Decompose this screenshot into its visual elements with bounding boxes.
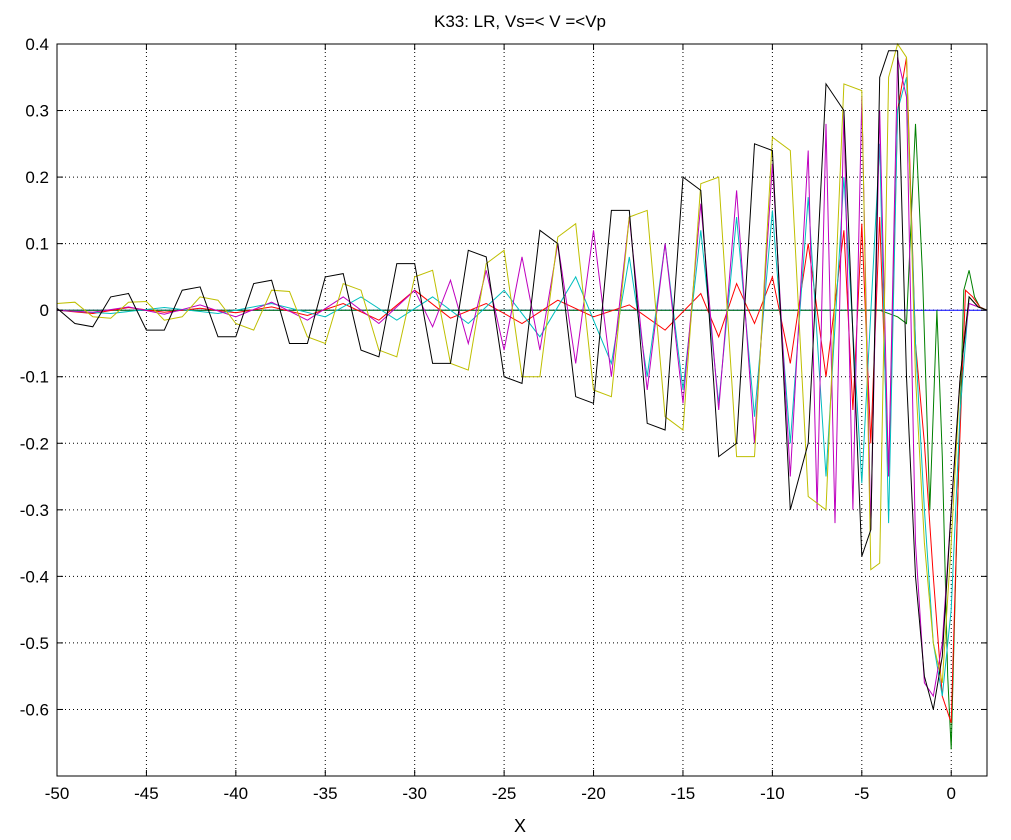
x-tick-label: -10 (760, 784, 785, 803)
y-tick-label: 0.1 (25, 235, 49, 254)
y-tick-label: -0.4 (20, 567, 49, 586)
y-tick-label: 0.3 (25, 102, 49, 121)
x-tick-label: -5 (854, 784, 869, 803)
series-line-7 (56, 50, 988, 710)
y-tick-label: -0.5 (20, 634, 49, 653)
y-tick-label: 0.4 (25, 35, 49, 54)
series-line-6 (56, 42, 988, 683)
tick-marks (56, 43, 987, 776)
chart-title: K33: LR, Vs=< V =<Vp (434, 12, 606, 31)
series-line-5 (56, 57, 988, 698)
x-tick-label: -25 (492, 784, 517, 803)
plot-frame (56, 43, 988, 777)
series-line-4 (56, 77, 988, 697)
y-tick-label: -0.2 (20, 434, 49, 453)
y-tick-label: 0.2 (25, 168, 49, 187)
x-axis-label: X (514, 816, 526, 836)
x-tick-label: -35 (313, 784, 338, 803)
y-tick-labels: 0.4 0.3 0.2 0.1 0 -0.1 -0.2 -0.3 -0.4 -0.5 -0.6 (20, 35, 49, 719)
x-tick-label: -45 (134, 784, 159, 803)
y-tick-label: 0 (40, 301, 49, 320)
x-tick-label: -30 (402, 784, 427, 803)
y-tick-label: -0.1 (20, 368, 49, 387)
x-tick-label: 0 (946, 784, 955, 803)
x-tick-label: -20 (581, 784, 606, 803)
series-lines (56, 42, 988, 750)
x-tick-labels: -50 -45 -40 -35 -30 -25 -20 -15 -10 -5 0 (45, 784, 956, 803)
x-tick-label: -40 (224, 784, 249, 803)
x-tick-label: -50 (45, 784, 70, 803)
y-tick-label: -0.3 (20, 501, 49, 520)
x-tick-label: -15 (671, 784, 696, 803)
y-tick-label: -0.6 (20, 700, 49, 719)
